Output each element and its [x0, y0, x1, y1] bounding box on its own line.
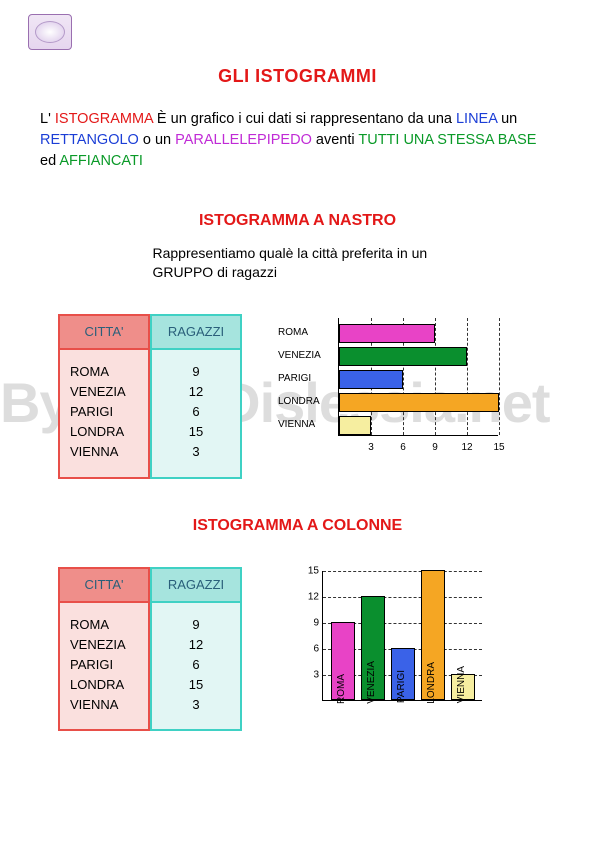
bar-label: VENEZIA: [278, 350, 334, 361]
table-col-val: RAGAZZI 9126153: [150, 567, 242, 732]
table-row: 3: [162, 442, 230, 462]
p-text: È un grafico i cui dati si rappresentano…: [153, 111, 456, 127]
table-row: 9: [162, 615, 230, 635]
intro-paragraph: L' ISTOGRAMMA È un grafico i cui dati si…: [40, 109, 555, 172]
chart-bar: [339, 347, 467, 366]
x-tick: 15: [493, 442, 504, 453]
table-row: VIENNA: [70, 442, 138, 462]
chart-bar: [339, 393, 499, 412]
x-tick: 3: [368, 442, 374, 453]
table-col-city: CITTA' ROMAVENEZIAPARIGILONDRAVIENNA: [58, 314, 150, 479]
gridline: [323, 571, 482, 572]
kw-istogramma: ISTOGRAMMA: [55, 111, 153, 127]
logo-icon: [28, 14, 72, 50]
chart-bar: [339, 416, 371, 435]
bar-label: ROMA: [278, 327, 334, 338]
table-head-val: RAGAZZI: [150, 314, 242, 350]
kw-linea: LINEA: [456, 111, 497, 127]
table-row: 15: [162, 675, 230, 695]
table-row: VIENNA: [70, 695, 138, 715]
table-row: 9: [162, 362, 230, 382]
table-head-city: CITTA': [58, 567, 150, 603]
bar-label: VIENNA: [278, 419, 334, 430]
bar-label: ROMA: [336, 674, 347, 704]
table-head-val: RAGAZZI: [150, 567, 242, 603]
table-row: VENEZIA: [70, 382, 138, 402]
table-row: PARIGI: [70, 655, 138, 675]
table-col-val: RAGAZZI 9126153: [150, 314, 242, 479]
y-tick: 15: [301, 565, 319, 576]
table-row: ROMA: [70, 362, 138, 382]
y-tick: 3: [301, 669, 319, 680]
subtitle-intro: Rappresentiamo qualè la città preferita …: [153, 244, 443, 282]
vchart-area: 3691215ROMAVENEZIAPARIGILONDRAVIENNA: [322, 571, 482, 701]
kw-affiancati: AFFIANCATI: [59, 153, 143, 169]
page-title: GLI ISTOGRAMMI: [40, 66, 555, 87]
bar-label: PARIGI: [396, 670, 407, 703]
chart-bar: [339, 324, 435, 343]
bar-label: PARIGI: [278, 373, 334, 384]
p-text: ed: [40, 153, 59, 169]
kw-rettangolo: RETTANGOLO: [40, 132, 139, 148]
y-tick: 6: [301, 643, 319, 654]
page: GLI ISTOGRAMMI L' ISTOGRAMMA È un grafic…: [0, 0, 595, 777]
kw-parallelepipedo: PARALLELEPIPEDO: [175, 132, 312, 148]
p-text: L': [40, 111, 55, 127]
table-row: 12: [162, 635, 230, 655]
table-row: 15: [162, 422, 230, 442]
x-tick: 12: [461, 442, 472, 453]
bar-label: VENEZIA: [366, 661, 377, 704]
data-table: CITTA' ROMAVENEZIAPARIGILONDRAVIENNA RAG…: [58, 314, 242, 479]
table-col-city: CITTA' ROMAVENEZIAPARIGILONDRAVIENNA: [58, 567, 150, 732]
table-row: 6: [162, 402, 230, 422]
p-text: aventi: [312, 132, 359, 148]
kw-tutti: TUTTI UNA STESSA BASE: [358, 132, 536, 148]
table-row: LONDRA: [70, 422, 138, 442]
table-body-val: 9126153: [150, 603, 242, 732]
horizontal-chart: ROMAVENEZIAPARIGILONDRAVIENNA 3691215: [278, 314, 508, 464]
p-text: o un: [139, 132, 175, 148]
hchart-area: 3691215: [338, 318, 498, 436]
table-row: VENEZIA: [70, 635, 138, 655]
vertical-chart: 3 6 9 12 15 ROMA VENEZIA PARIGI LONDRA VIENNA: [298, 567, 498, 757]
table-row: 6: [162, 655, 230, 675]
subtitle-colonne: ISTOGRAMMA A COLONNE: [40, 517, 555, 535]
y-tick: 12: [301, 591, 319, 602]
gridline: [323, 597, 482, 598]
data-table: CITTA' ROMAVENEZIAPARIGILONDRAVIENNA RAG…: [58, 567, 242, 732]
table-row: LONDRA: [70, 675, 138, 695]
bar-label: VIENNA: [456, 666, 467, 703]
section-colonne: CITTA' ROMAVENEZIAPARIGILONDRAVIENNA RAG…: [40, 567, 555, 757]
bar-label: LONDRA: [426, 662, 437, 704]
chart-bar: [339, 370, 403, 389]
bar-label: LONDRA: [278, 396, 334, 407]
y-tick: 9: [301, 617, 319, 628]
gridline: [499, 318, 500, 435]
table-row: 12: [162, 382, 230, 402]
p-text: un: [497, 111, 517, 127]
gridline: [467, 318, 468, 435]
table-body-city: ROMAVENEZIAPARIGILONDRAVIENNA: [58, 350, 150, 479]
section-nastro: CITTA' ROMAVENEZIAPARIGILONDRAVIENNA RAG…: [40, 314, 555, 479]
subtitle-nastro: ISTOGRAMMA A NASTRO: [40, 212, 555, 230]
gridline: [435, 318, 436, 435]
table-body-val: 9126153: [150, 350, 242, 479]
table-row: 3: [162, 695, 230, 715]
x-tick: 6: [400, 442, 406, 453]
x-tick: 9: [432, 442, 438, 453]
table-body-city: ROMAVENEZIAPARIGILONDRAVIENNA: [58, 603, 150, 732]
table-row: PARIGI: [70, 402, 138, 422]
table-row: ROMA: [70, 615, 138, 635]
table-head-city: CITTA': [58, 314, 150, 350]
